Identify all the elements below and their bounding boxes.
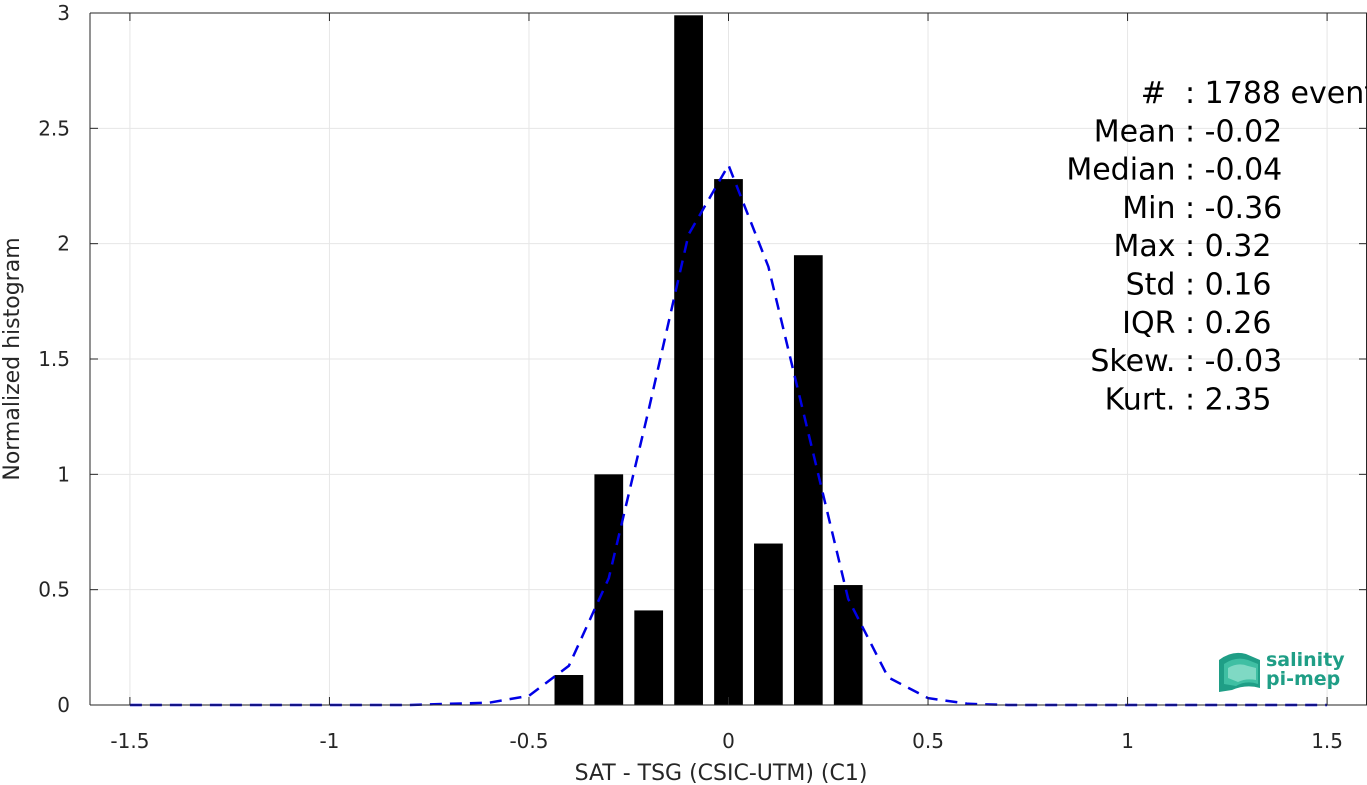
stat-value: : 0.26 bbox=[1185, 306, 1271, 341]
histogram-bar bbox=[833, 585, 863, 705]
stat-value: : -0.02 bbox=[1185, 114, 1282, 149]
stat-label: Skew. bbox=[1090, 344, 1185, 379]
x-tick-label: 0.5 bbox=[912, 729, 944, 753]
y-tick-label: 0 bbox=[57, 693, 70, 717]
y-tick-label: 2 bbox=[57, 232, 70, 256]
stat-value: : 0.32 bbox=[1185, 229, 1271, 264]
y-tick-label: 0.5 bbox=[38, 578, 70, 602]
histogram-bar bbox=[793, 255, 823, 705]
stat-label: Max bbox=[1113, 229, 1185, 264]
stat-label: IQR bbox=[1122, 306, 1185, 341]
y-axis-label: Normalized histogram bbox=[0, 237, 25, 480]
stat-value: : -0.04 bbox=[1185, 153, 1282, 188]
x-tick-label: 1.5 bbox=[1311, 729, 1343, 753]
stat-label: Mean bbox=[1094, 114, 1185, 149]
logo-text-line1: salinity bbox=[1266, 649, 1345, 671]
salinity-pi-mep-logo: salinity pi-mep bbox=[1219, 649, 1345, 692]
y-tick-label: 2.5 bbox=[38, 116, 70, 140]
stat-label: Kurt. bbox=[1105, 382, 1185, 417]
histogram-bar bbox=[554, 675, 584, 705]
stat-label: Std bbox=[1126, 268, 1185, 303]
histogram-bar bbox=[594, 474, 624, 705]
y-tick-label: 1 bbox=[57, 462, 70, 486]
x-axis-label: SAT - TSG (CSIC-UTM) (C1) bbox=[575, 761, 868, 785]
x-tick-label: -0.5 bbox=[509, 729, 548, 753]
histogram-bar bbox=[754, 543, 783, 705]
logo-text-line2: pi-mep bbox=[1266, 668, 1340, 690]
histogram-bar bbox=[674, 15, 703, 706]
stat-label: Median bbox=[1066, 153, 1185, 188]
x-tick-label: 0 bbox=[722, 729, 735, 753]
stat-value: : 1788 events bbox=[1185, 76, 1367, 111]
x-axis: -1.5 -1 -0.5 0 0.5 1 1.5 bbox=[110, 13, 1343, 753]
histogram-bar bbox=[634, 610, 664, 705]
x-tick-label: -1.5 bbox=[110, 729, 149, 753]
stat-label: Min bbox=[1122, 191, 1185, 226]
bars bbox=[554, 15, 863, 706]
stat-value: : 2.35 bbox=[1185, 382, 1271, 417]
stat-value: : -0.36 bbox=[1185, 191, 1282, 226]
x-tick-label: 1 bbox=[1121, 729, 1134, 753]
histogram-bar bbox=[714, 179, 743, 705]
x-tick-label: -1 bbox=[319, 729, 339, 753]
stat-value: : -0.03 bbox=[1185, 344, 1282, 379]
y-tick-label: 3 bbox=[57, 1, 70, 25]
wave-logo-icon bbox=[1219, 652, 1260, 692]
stat-label: # bbox=[1141, 76, 1185, 111]
y-tick-label: 1.5 bbox=[38, 347, 70, 371]
stat-value: : 0.16 bbox=[1185, 268, 1271, 303]
y-axis: 0 0.5 1 1.5 2 2.5 3 bbox=[38, 1, 1367, 717]
